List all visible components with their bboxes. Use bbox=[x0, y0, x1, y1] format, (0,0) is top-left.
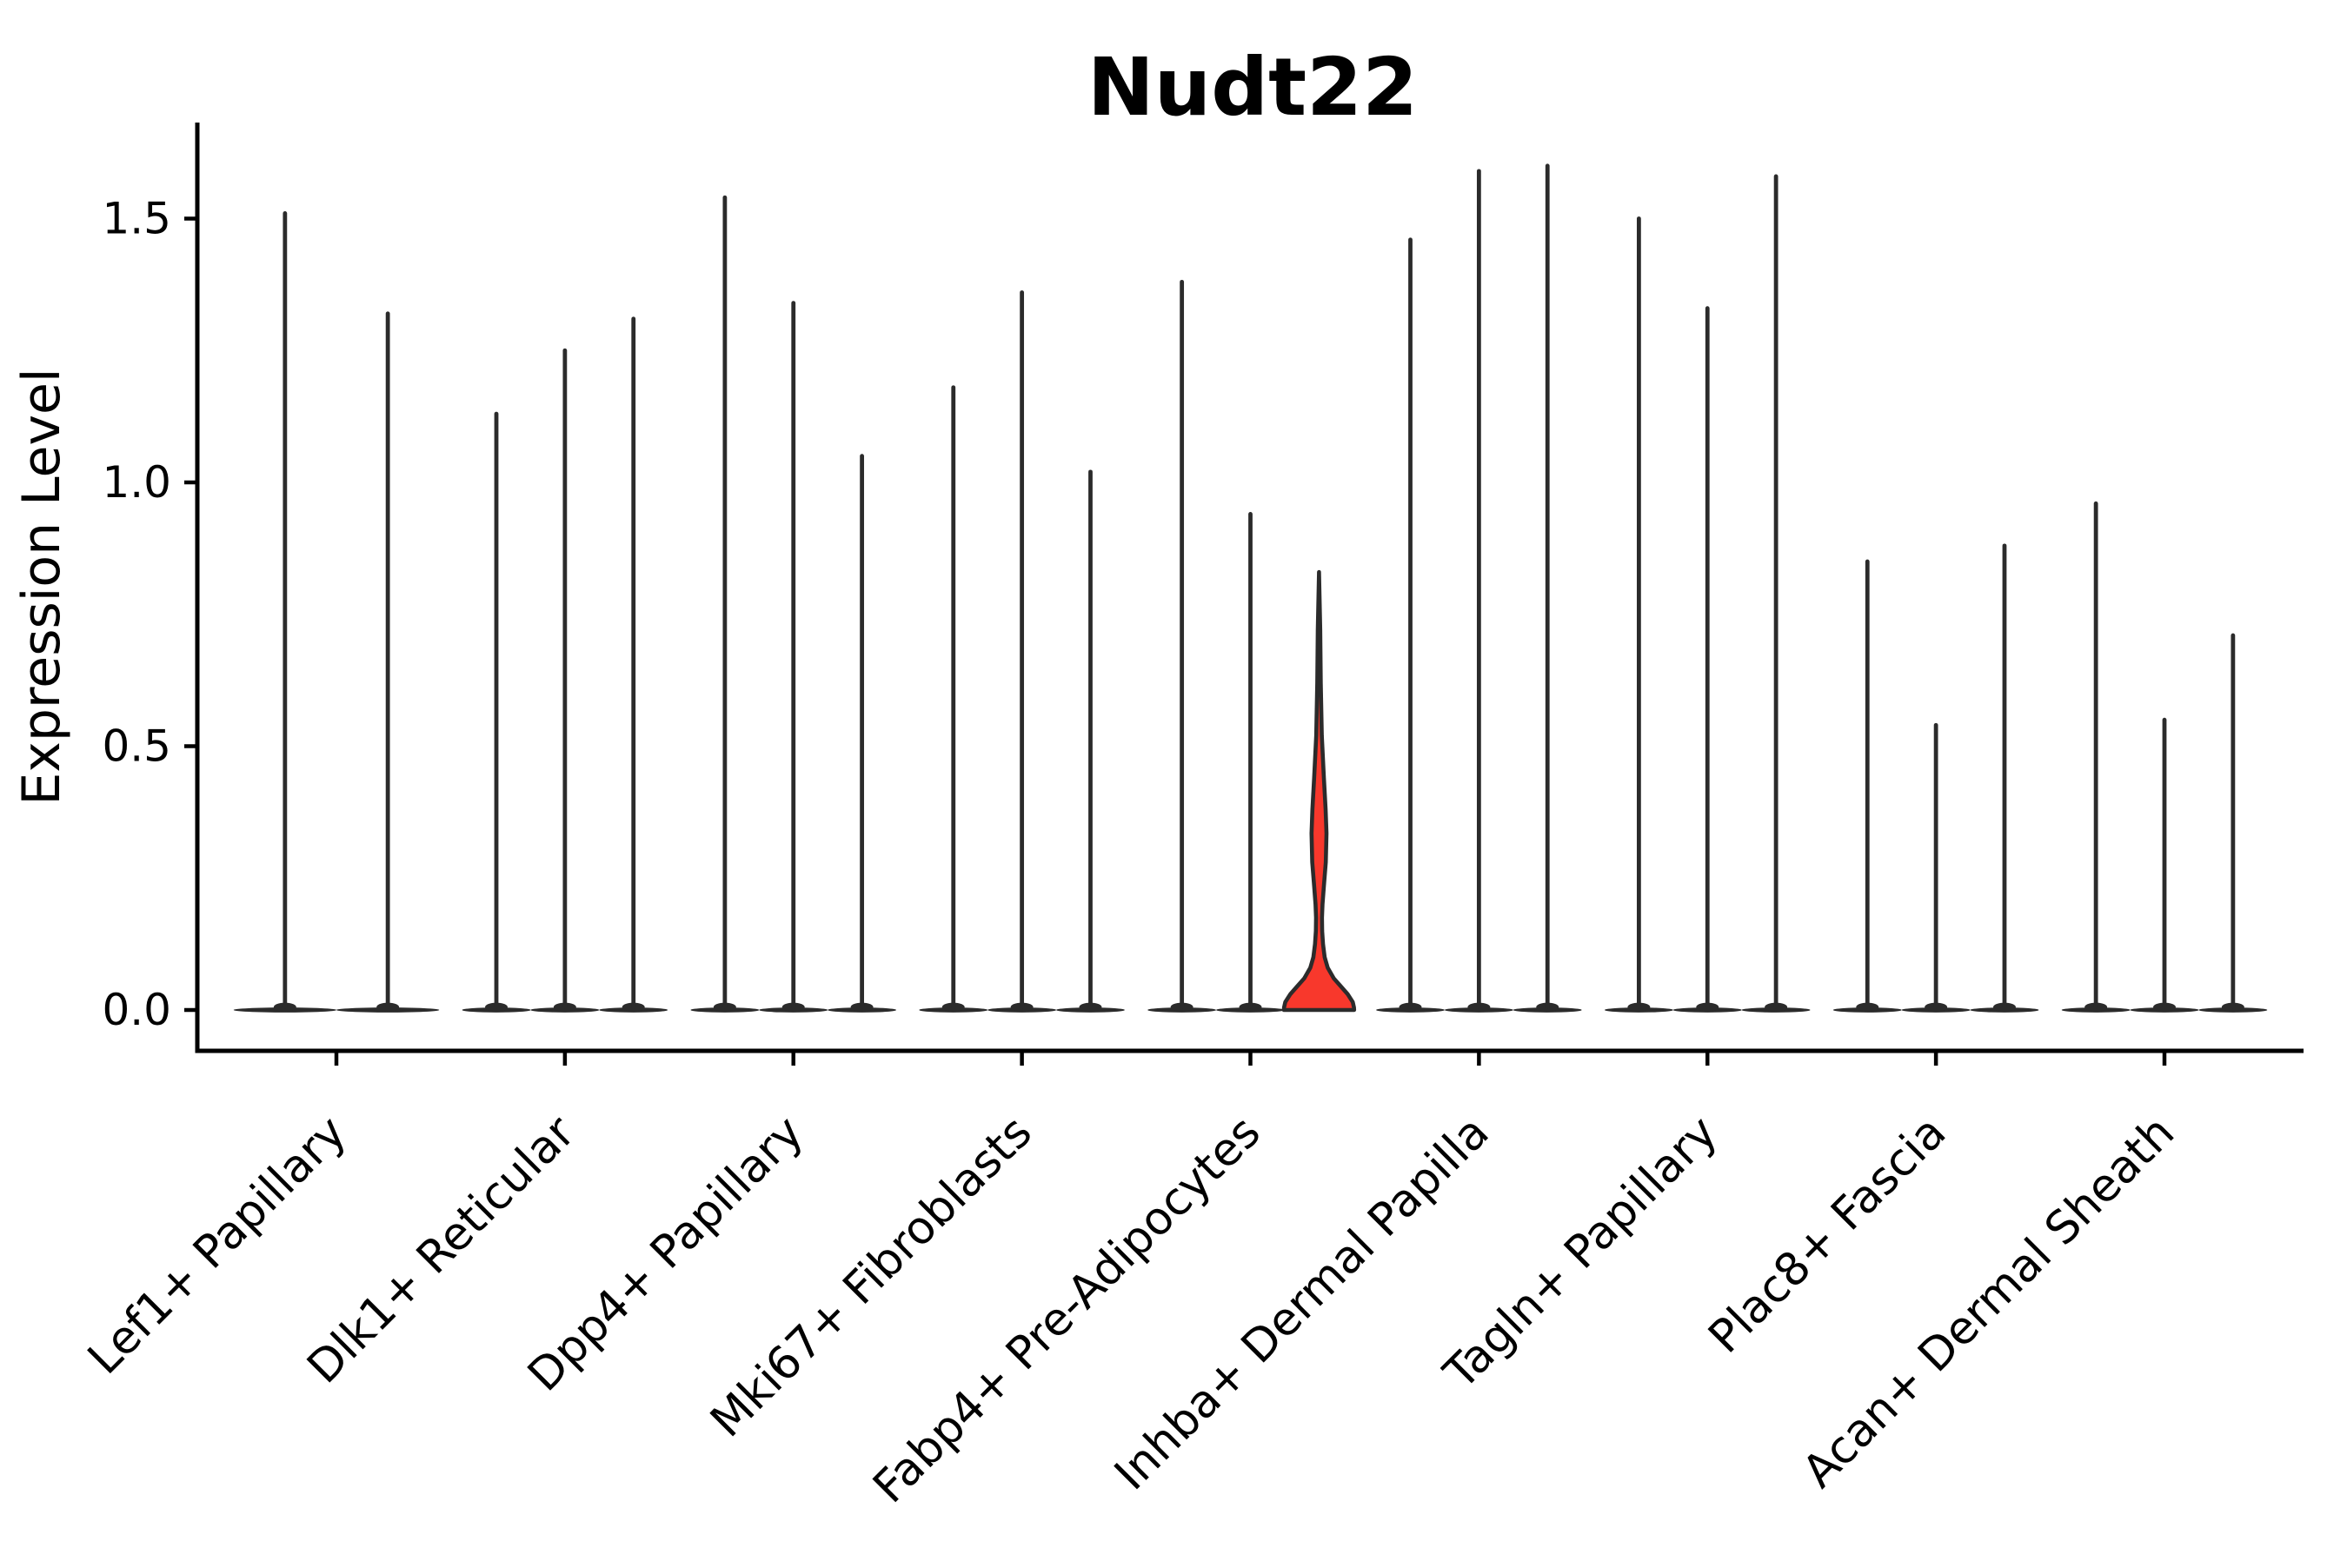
y-axis-label: Expression Level bbox=[11, 368, 72, 805]
y-tick-label: 1.0 bbox=[102, 457, 171, 508]
y-tick-label: 0.5 bbox=[102, 721, 171, 772]
x-tick-label: Fabp4+ Pre-Adipocytes bbox=[863, 1106, 1270, 1513]
x-tick-label: Acan+ Dermal Sheath bbox=[1793, 1106, 2185, 1498]
x-tick-label: Inhba+ Dermal Papilla bbox=[1105, 1106, 1499, 1500]
y-tick-label: 1.5 bbox=[102, 194, 171, 244]
y-tick-label: 0.0 bbox=[102, 985, 171, 1035]
violins-group bbox=[233, 163, 2268, 1013]
chart-title: Nudt22 bbox=[1087, 41, 1418, 134]
y-axis-ticks: 0.0 0.5 1.0 1.5 bbox=[102, 194, 197, 1035]
violin-highlighted bbox=[1281, 569, 1357, 1013]
x-tick-label: Plac8+ Fascia bbox=[1699, 1106, 1956, 1364]
